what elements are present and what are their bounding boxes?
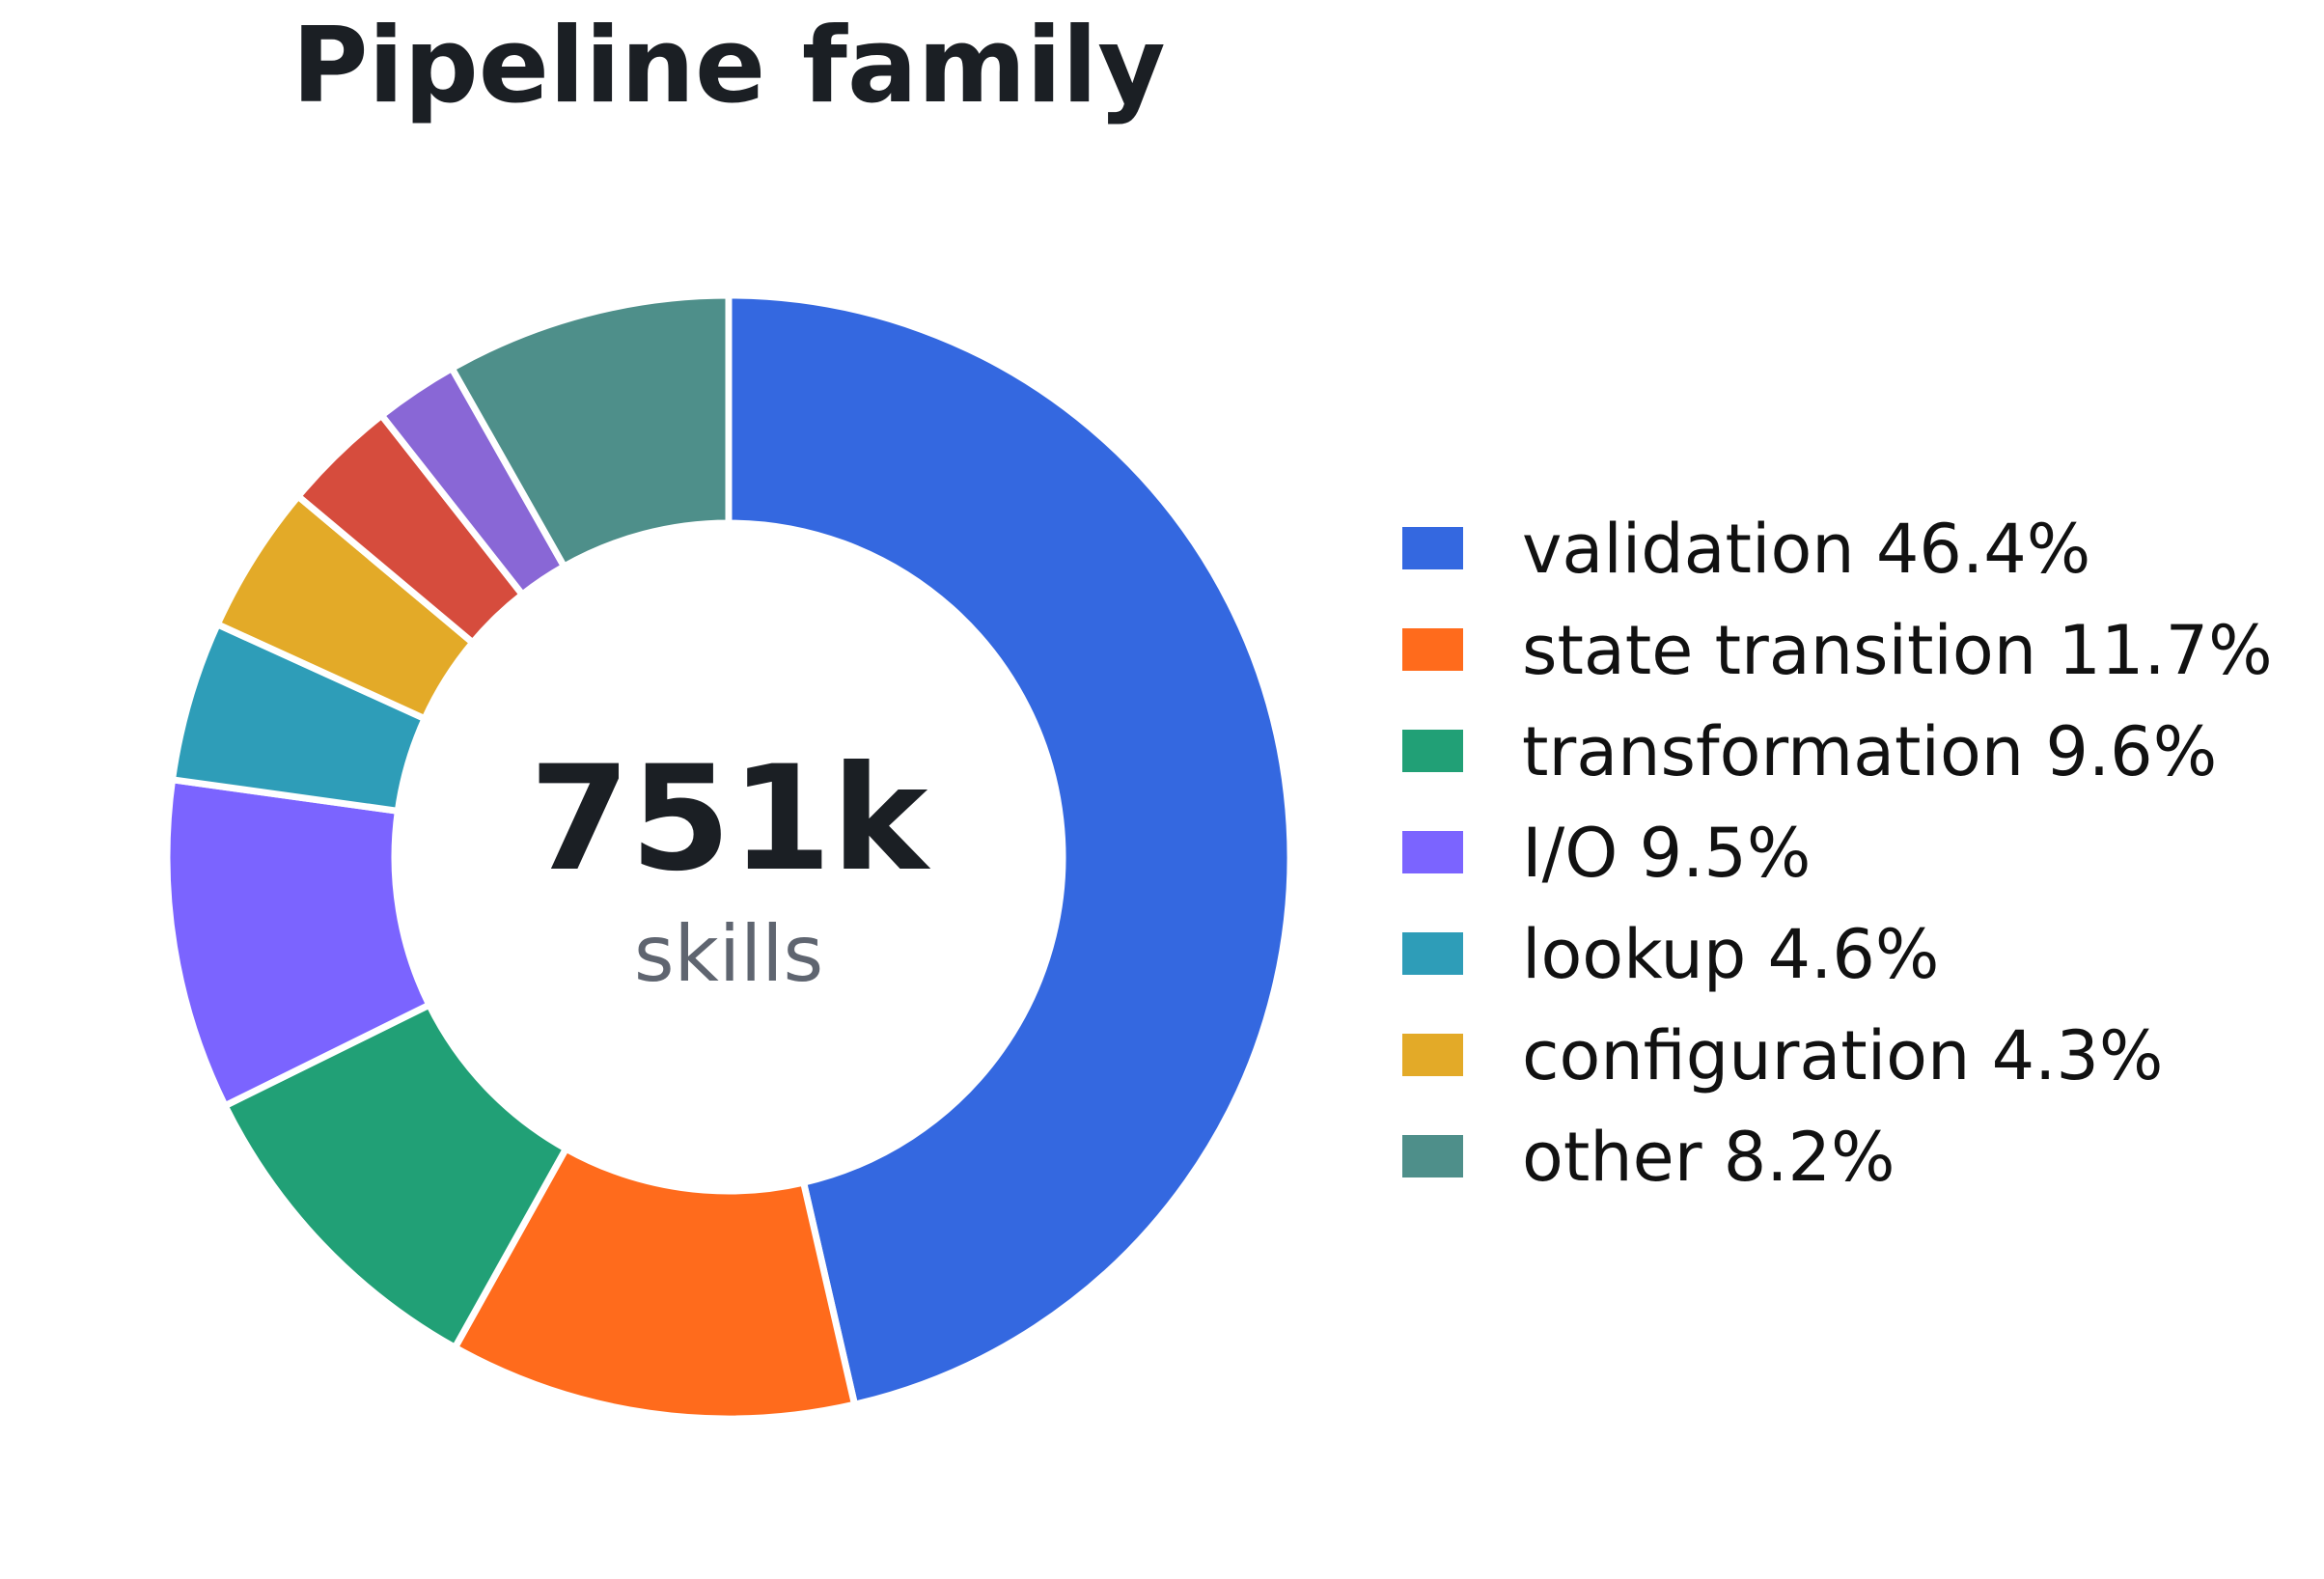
legend-swatch <box>1402 1034 1463 1076</box>
legend-item: lookup 4.6% <box>1402 915 1939 994</box>
slice-validation <box>725 291 1294 1409</box>
legend-label: state transition 11.7% <box>1522 611 2273 690</box>
legend-swatch <box>1402 831 1463 873</box>
legend-swatch <box>1402 527 1463 569</box>
center-total-value: 751k <box>530 735 931 903</box>
slice-other <box>447 291 733 571</box>
legend-label: configuration 4.3% <box>1522 1016 2163 1095</box>
legend-label: validation 46.4% <box>1522 510 2090 589</box>
legend-label: other 8.2% <box>1522 1118 1895 1197</box>
legend-item: other 8.2% <box>1402 1118 1895 1197</box>
slice-state-transition <box>450 1144 859 1423</box>
donut-slices <box>163 291 1294 1423</box>
legend-label: transformation 9.6% <box>1522 712 2217 791</box>
legend-label: I/O 9.5% <box>1522 814 1811 893</box>
legend-swatch <box>1402 1135 1463 1177</box>
legend-item: validation 46.4% <box>1402 510 2090 589</box>
legend-swatch <box>1402 730 1463 772</box>
legend-item: configuration 4.3% <box>1402 1016 2163 1095</box>
legend-label: lookup 4.6% <box>1522 915 1939 994</box>
legend-swatch <box>1402 628 1463 671</box>
legend-item: state transition 11.7% <box>1402 611 2273 690</box>
center-total-label: skills <box>634 909 823 999</box>
legend-swatch <box>1402 932 1463 975</box>
legend-item: transformation 9.6% <box>1402 712 2217 791</box>
legend: validation 46.4% state transition 11.7% tr… <box>1402 510 2273 1197</box>
chart-title: Pipeline family <box>291 6 1165 126</box>
legend-item: I/O 9.5% <box>1402 814 1811 893</box>
